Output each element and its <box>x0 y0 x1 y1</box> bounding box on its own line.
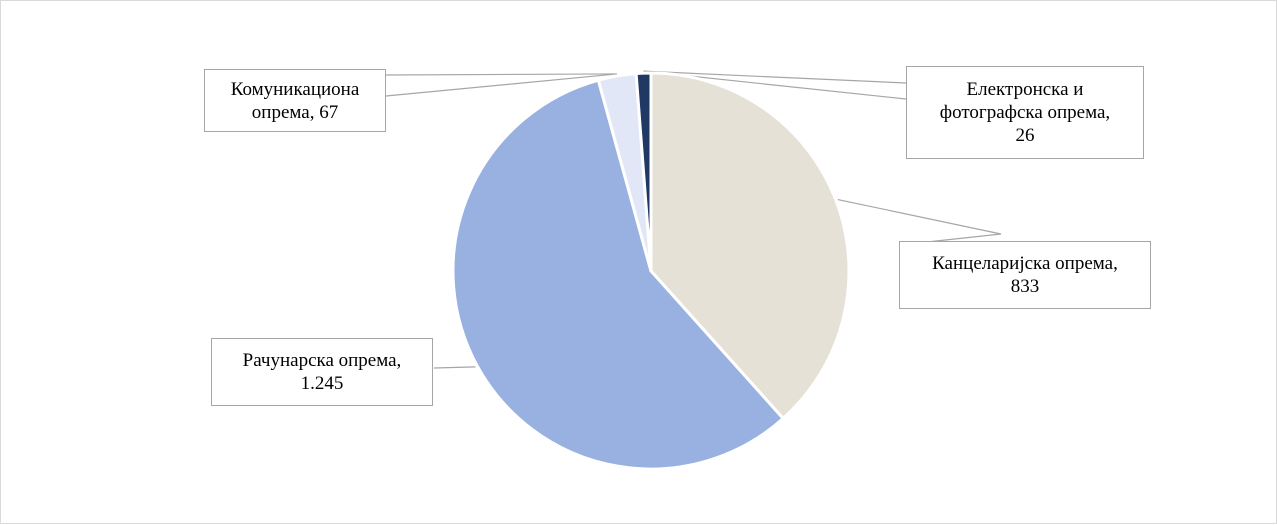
leader-line <box>643 70 907 84</box>
data-label-line: Канцеларијска опрема, <box>932 253 1118 274</box>
leader-line <box>385 73 617 76</box>
data-label-line: Рачунарска опрема, <box>242 350 402 371</box>
data-label-kancelarijska: Канцеларијска опрема, 833 <box>899 241 1151 309</box>
data-label-line: Комуникациона <box>230 78 360 100</box>
data-label-line: фотографска опрема, <box>939 102 1111 123</box>
data-label-komunikaciona: Комуникациона опрема, 67 <box>204 69 386 132</box>
data-label-line: 26 <box>1015 125 1035 146</box>
data-label-elektronska: Електронска и фотографска опрема, 26 <box>906 66 1144 159</box>
data-label-line: Електронска и <box>966 79 1084 100</box>
leader-line <box>837 198 1002 246</box>
leader-line <box>433 366 476 369</box>
data-label-line: опрема, 67 <box>251 101 339 123</box>
pie-slice <box>649 71 851 421</box>
data-label-line: 1.245 <box>300 373 344 394</box>
pie-slice <box>451 78 786 471</box>
pie-slices <box>451 71 851 471</box>
leader-line <box>385 73 617 97</box>
data-label-line: 833 <box>1010 276 1040 297</box>
pie-slice <box>634 71 653 272</box>
data-label-racunarska: Рачунарска опрема, 1.245 <box>211 338 433 406</box>
